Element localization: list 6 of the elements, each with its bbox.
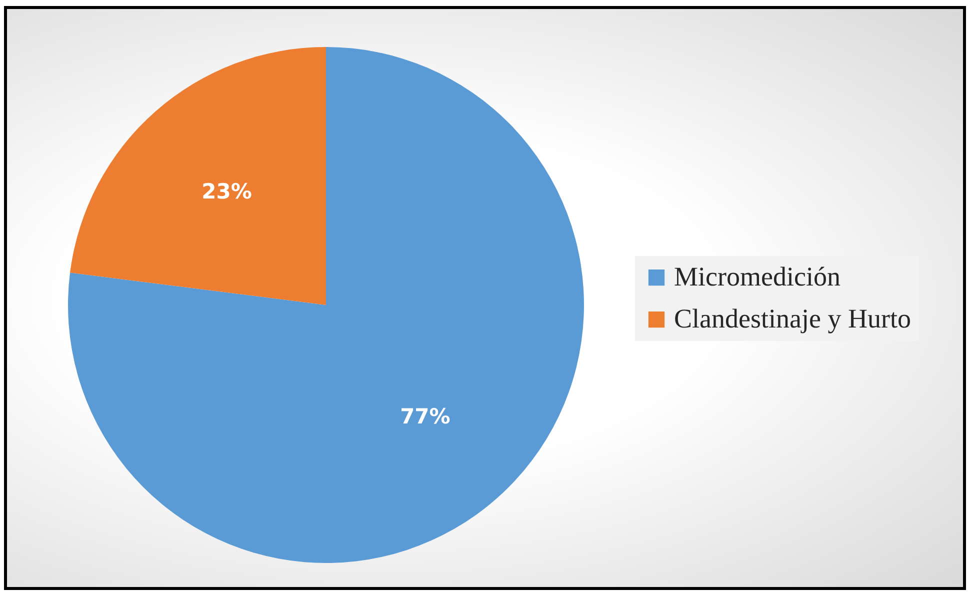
legend-label: Micromedición — [674, 262, 841, 292]
pie-slice — [68, 47, 584, 563]
pie-slice — [70, 47, 326, 305]
data-label: 23% — [202, 179, 252, 204]
data-label: 77% — [400, 404, 450, 429]
legend-label: Clandestinaje y Hurto — [674, 304, 911, 334]
